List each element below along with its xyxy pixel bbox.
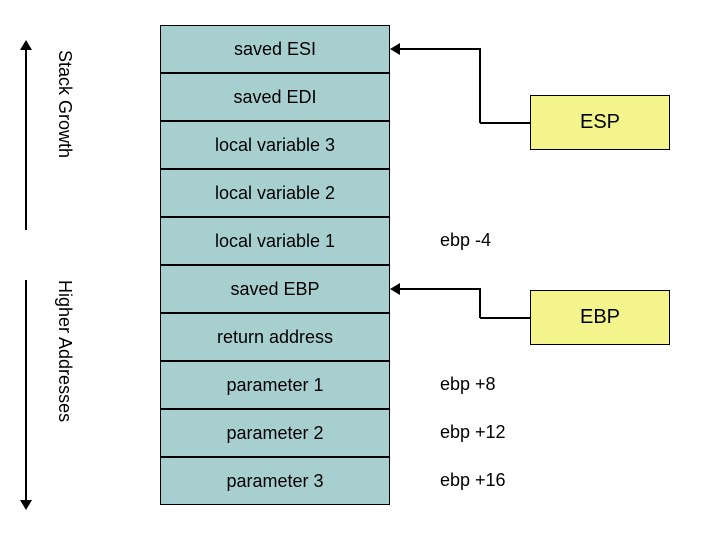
higher_addresses-arrowhead: [20, 500, 32, 510]
offset-label: ebp +16: [440, 470, 506, 491]
ebp-arrow-seg: [400, 288, 481, 290]
ebp-arrow-seg: [480, 317, 530, 319]
higher_addresses-label: Higher Addresses: [54, 280, 75, 422]
stack-cell: local variable 3: [160, 121, 390, 169]
stack-cell: local variable 2: [160, 169, 390, 217]
stack-cell-label: saved EDI: [233, 87, 316, 108]
offset-label: ebp +12: [440, 422, 506, 443]
ebp-arrow-seg: [479, 289, 481, 318]
ebp-label: EBP: [580, 306, 620, 329]
stack-cell-label: local variable 3: [215, 135, 335, 156]
esp-label: ESP: [580, 111, 620, 134]
stack_growth-arrowhead: [20, 40, 32, 50]
stack-cell-label: parameter 1: [226, 375, 323, 396]
higher_addresses-arrow-line: [25, 280, 27, 500]
stack_growth-arrow-line: [25, 50, 27, 230]
stack-cell-label: return address: [217, 327, 333, 348]
offset-label: ebp -4: [440, 230, 491, 251]
esp-arrow-seg: [400, 48, 481, 50]
esp-arrowhead: [390, 43, 400, 55]
stack-cell-label: local variable 2: [215, 183, 335, 204]
offset-label: ebp +8: [440, 374, 496, 395]
stack-cell: saved ESI: [160, 25, 390, 73]
stack-cell: local variable 1: [160, 217, 390, 265]
stack-cell-label: parameter 3: [226, 471, 323, 492]
stack-cell: return address: [160, 313, 390, 361]
stack-cell: saved EDI: [160, 73, 390, 121]
stack-cell-label: saved ESI: [234, 39, 316, 60]
esp-box: ESP: [530, 95, 670, 150]
esp-arrow-seg: [479, 49, 481, 123]
esp-arrow-seg: [480, 122, 530, 124]
stack-cell: parameter 2: [160, 409, 390, 457]
ebp-arrowhead: [390, 283, 400, 295]
stack-cell-label: local variable 1: [215, 231, 335, 252]
stack-cell-label: parameter 2: [226, 423, 323, 444]
stack-cell-label: saved EBP: [230, 279, 319, 300]
stack_growth-label: Stack Growth: [54, 50, 75, 158]
stack-cell: parameter 1: [160, 361, 390, 409]
stack-cell: saved EBP: [160, 265, 390, 313]
stack-cell: parameter 3: [160, 457, 390, 505]
ebp-box: EBP: [530, 290, 670, 345]
